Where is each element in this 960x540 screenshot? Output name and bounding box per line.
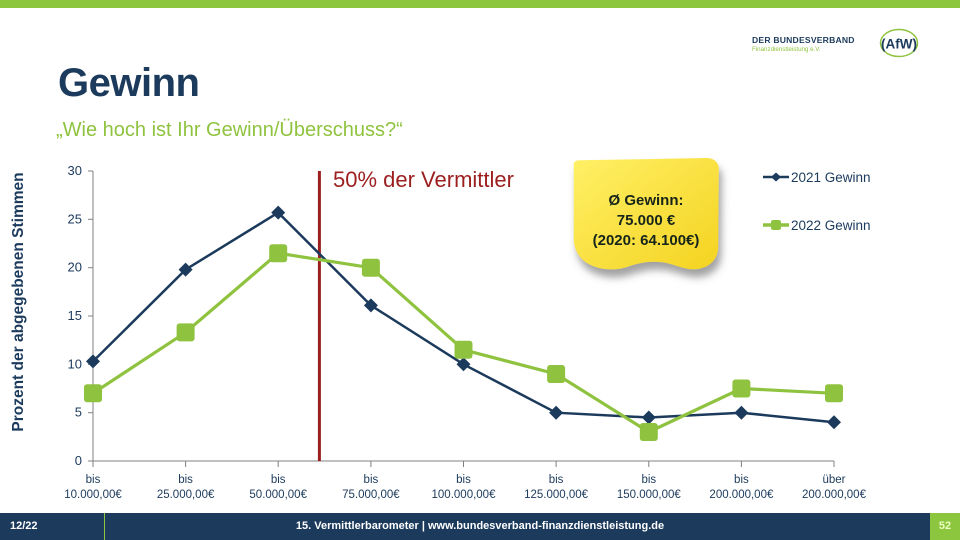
svg-text:50.000,00€: 50.000,00€	[249, 489, 307, 501]
svg-text:Ø Gewinn:: Ø Gewinn:	[609, 192, 684, 209]
svg-text:bis: bis	[734, 474, 749, 486]
svg-text:0: 0	[75, 453, 82, 468]
svg-text:10.000,00€: 10.000,00€	[64, 489, 122, 501]
svg-text:125.000,00€: 125.000,00€	[524, 489, 589, 501]
svg-text:bis: bis	[86, 474, 101, 486]
svg-text:(2020: 64.100€): (2020: 64.100€)	[593, 232, 700, 249]
svg-text:10: 10	[68, 356, 82, 371]
svg-text:bis: bis	[456, 474, 471, 486]
svg-text:100.000,00€: 100.000,00€	[432, 489, 497, 501]
svg-text:75.000,00€: 75.000,00€	[342, 489, 400, 501]
svg-text:bis: bis	[364, 474, 379, 486]
svg-text:20: 20	[68, 260, 82, 275]
svg-text:bis: bis	[549, 474, 564, 486]
svg-text:bis: bis	[271, 474, 286, 486]
svg-text:150.000,00€: 150.000,00€	[617, 489, 682, 501]
svg-text:50% der Vermittler: 50% der Vermittler	[333, 167, 514, 192]
svg-text:200.000,00€: 200.000,00€	[709, 489, 774, 501]
svg-text:bis: bis	[641, 474, 656, 486]
svg-text:über: über	[822, 474, 845, 486]
svg-text:25: 25	[68, 211, 82, 226]
svg-text:30: 30	[68, 163, 82, 178]
svg-text:15: 15	[68, 308, 82, 323]
svg-text:Prozent der abgegebenen Stimme: Prozent der abgegebenen Stimmen	[10, 172, 27, 431]
svg-text:25.000,00€: 25.000,00€	[157, 489, 215, 501]
svg-text:bis: bis	[178, 474, 193, 486]
svg-text:200.000,00€: 200.000,00€	[802, 489, 867, 501]
svg-text:75.000 €: 75.000 €	[617, 212, 676, 229]
svg-text:5: 5	[75, 405, 82, 420]
svg-text:(AfW): (AfW)	[881, 37, 917, 52]
